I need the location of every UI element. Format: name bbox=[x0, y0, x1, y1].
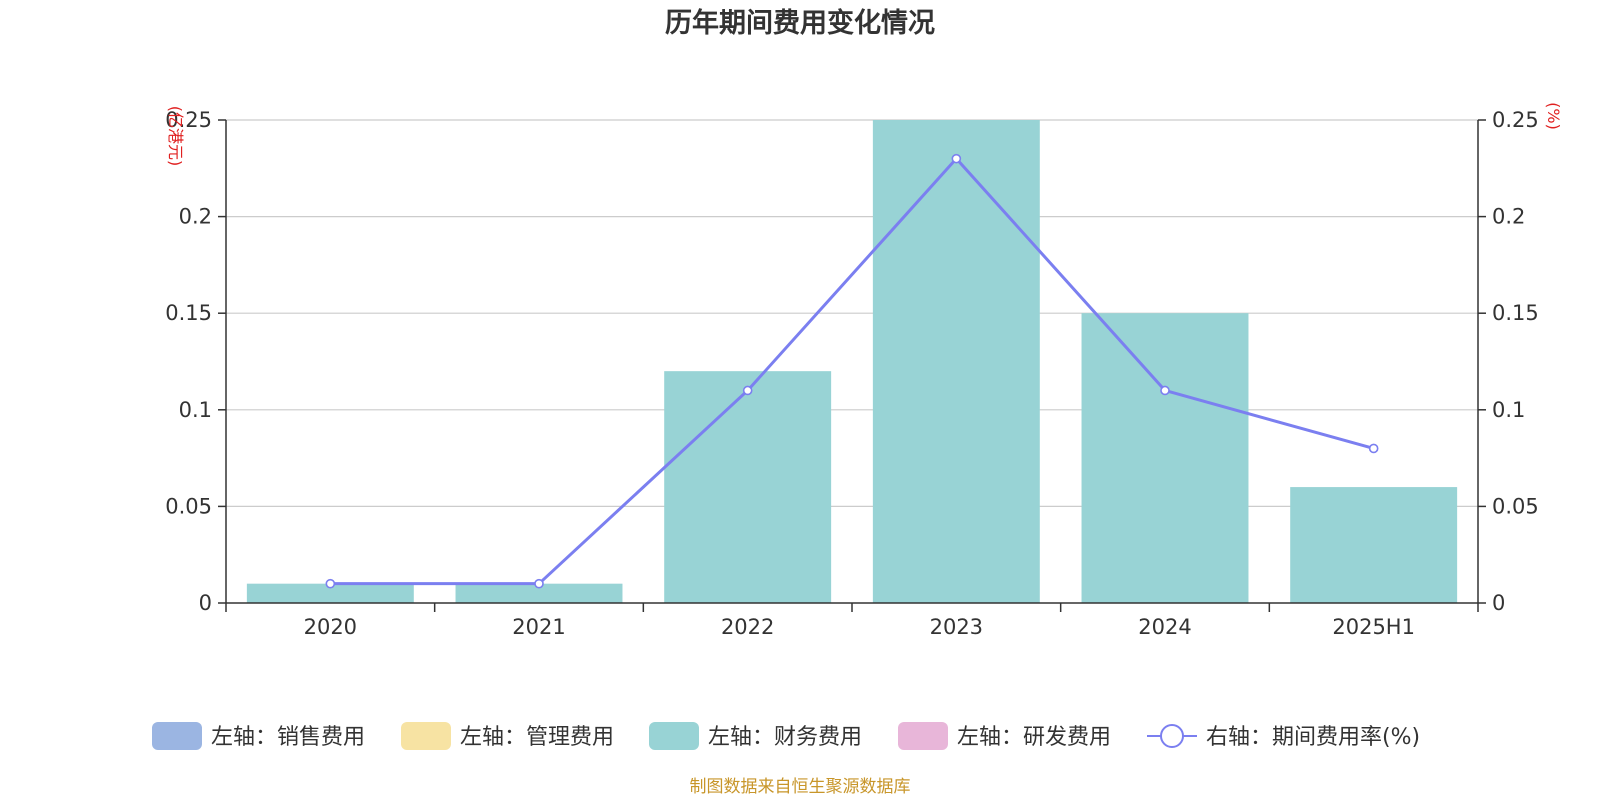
bar-2022 bbox=[664, 371, 832, 603]
legend-label: 左轴：财务费用 bbox=[708, 725, 862, 750]
legend-label: 左轴：管理费用 bbox=[460, 725, 614, 750]
left-axis-unit: (亿港元) bbox=[166, 106, 185, 167]
legend-swatch bbox=[649, 722, 699, 750]
rate-point bbox=[1160, 385, 1170, 396]
left-tick-label: 0.15 bbox=[165, 301, 212, 325]
rate-point bbox=[742, 385, 753, 396]
right-tick-label: 0.2 bbox=[1492, 205, 1525, 229]
source-note: 制图数据来自恒生聚源数据库 bbox=[690, 777, 911, 797]
left-tick-label: 0.1 bbox=[179, 398, 212, 422]
left-tick-label: 0.05 bbox=[165, 494, 212, 518]
legend: 左轴：销售费用 左轴：管理费用 左轴：财务费用 左轴：研发费用 右轴：期间费用率(%) bbox=[152, 722, 1420, 750]
right-tick-label: 0.15 bbox=[1492, 301, 1539, 325]
axes: 0 0.05 0.1 0.15 0.2 0.25 0 0.05 0.1 0.15 0.2 0.25 20… bbox=[165, 108, 1539, 639]
left-tick-label: 0.2 bbox=[179, 205, 212, 229]
left-tick-label: 0 bbox=[199, 591, 212, 615]
line-series bbox=[325, 153, 1379, 589]
rate-point bbox=[1368, 443, 1379, 454]
bar-2023 bbox=[872, 120, 1040, 603]
x-tick-label: 2024 bbox=[1138, 615, 1191, 639]
x-tick-label: 2020 bbox=[304, 615, 357, 639]
x-tick-label: 2022 bbox=[721, 615, 774, 639]
legend-swatch bbox=[401, 722, 451, 750]
legend-label: 左轴：研发费用 bbox=[957, 725, 1111, 750]
bar-2021 bbox=[455, 583, 623, 603]
rate-line bbox=[330, 156, 1375, 586]
right-tick-label: 0.1 bbox=[1492, 398, 1525, 422]
right-tick-label: 0.05 bbox=[1492, 494, 1539, 518]
rate-point bbox=[534, 578, 544, 589]
x-tick-label: 2025H1 bbox=[1332, 615, 1415, 639]
left-tick-label: 0.25 bbox=[165, 108, 212, 132]
bar-2025H1 bbox=[1290, 487, 1458, 603]
legend-label: 右轴：期间费用率(%) bbox=[1206, 725, 1420, 750]
grid-lines bbox=[226, 119, 1478, 507]
x-tick-label: 2021 bbox=[512, 615, 565, 639]
legend-marker bbox=[1160, 724, 1184, 748]
bar-series bbox=[246, 120, 1458, 603]
legend-swatch bbox=[898, 722, 948, 750]
chart-title: 历年期间费用变化情况 bbox=[665, 7, 935, 39]
rate-point bbox=[325, 578, 336, 589]
rate-point bbox=[951, 153, 962, 164]
legend-swatch bbox=[152, 722, 202, 750]
right-tick-label: 0.25 bbox=[1492, 108, 1539, 132]
bar-2024 bbox=[1081, 313, 1249, 603]
x-tick-label: 2023 bbox=[930, 615, 983, 639]
bar-2020 bbox=[246, 583, 414, 603]
right-tick-label: 0 bbox=[1492, 591, 1505, 615]
right-axis-unit: (%) bbox=[1544, 102, 1563, 130]
legend-label: 左轴：销售费用 bbox=[211, 725, 365, 750]
